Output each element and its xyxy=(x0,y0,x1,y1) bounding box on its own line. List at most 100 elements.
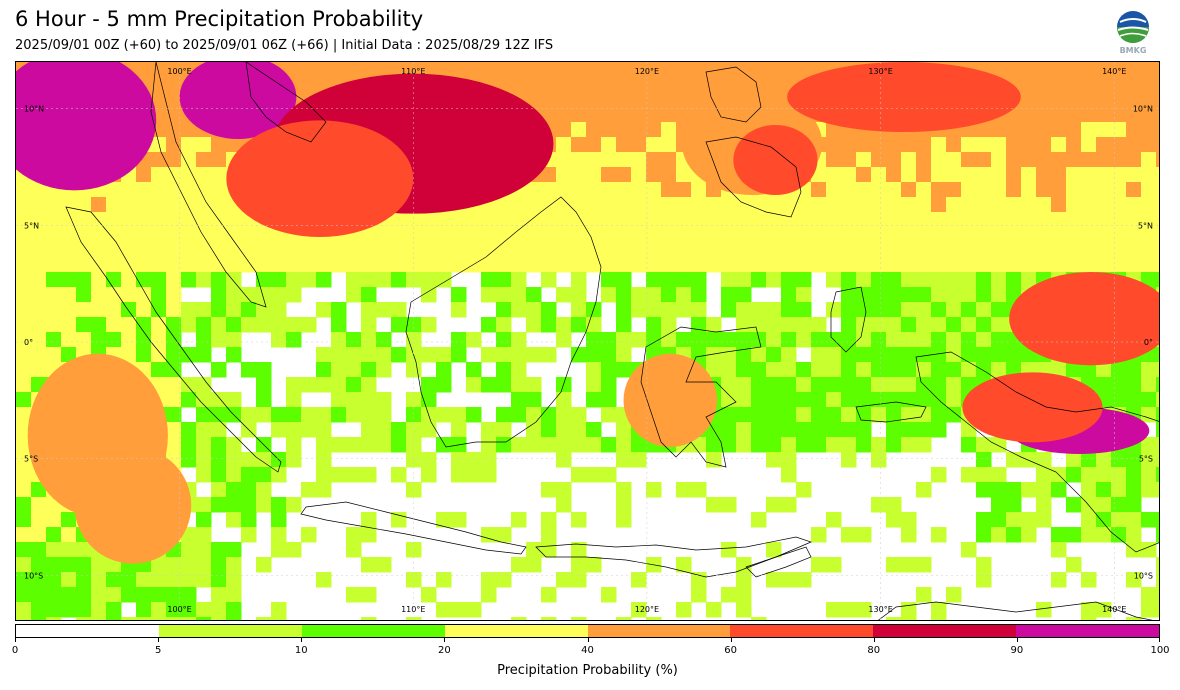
probability-cell xyxy=(631,167,647,183)
probability-cell xyxy=(361,587,377,603)
probability-cell xyxy=(316,62,332,78)
probability-cell xyxy=(391,62,407,78)
probability-cell xyxy=(361,557,377,573)
probability-region xyxy=(16,62,157,191)
probability-cell xyxy=(556,497,572,513)
probability-cell xyxy=(256,617,272,620)
probability-cell xyxy=(886,392,902,408)
probability-cell xyxy=(571,227,587,243)
probability-cell xyxy=(571,242,587,258)
probability-cell xyxy=(406,317,422,333)
probability-cell xyxy=(631,92,647,108)
probability-cell xyxy=(916,392,932,408)
probability-cell xyxy=(751,617,767,620)
probability-cell xyxy=(1051,107,1067,123)
probability-cell xyxy=(691,272,707,288)
colorbar-tick-label: 90 xyxy=(1010,645,1024,656)
probability-cell xyxy=(556,167,572,183)
probability-cell xyxy=(946,197,962,213)
probability-cell xyxy=(1081,197,1097,213)
colorbar-segment xyxy=(16,625,159,637)
probability-cell xyxy=(886,497,902,513)
probability-cell xyxy=(541,212,557,228)
probability-cell xyxy=(406,482,422,498)
probability-cell xyxy=(226,467,242,483)
probability-cell xyxy=(241,452,257,468)
probability-cell xyxy=(556,212,572,228)
precipitation-map: 100°E 100°E 110°E 110°E 120°E 120°E 130°E 130°E… xyxy=(15,61,1160,621)
probability-cell xyxy=(976,167,992,183)
probability-cell xyxy=(31,332,47,348)
probability-cell xyxy=(1126,182,1142,198)
probability-cell xyxy=(871,302,887,318)
probability-cell xyxy=(991,227,1007,243)
probability-cell xyxy=(646,152,662,168)
probability-cell xyxy=(826,137,842,153)
probability-cell xyxy=(46,617,62,620)
probability-cell xyxy=(151,557,167,573)
probability-cell xyxy=(646,92,662,108)
probability-cell xyxy=(481,572,497,588)
probability-cell xyxy=(1036,512,1052,528)
probability-cell xyxy=(826,257,842,273)
probability-cell xyxy=(181,152,197,168)
probability-cell xyxy=(571,107,587,123)
probability-cell xyxy=(136,572,152,588)
probability-cell xyxy=(706,227,722,243)
probability-cell xyxy=(241,512,257,528)
probability-cell xyxy=(781,227,797,243)
probability-cell xyxy=(46,272,62,288)
probability-cell xyxy=(586,422,602,438)
probability-cell xyxy=(676,242,692,258)
probability-cell xyxy=(691,257,707,273)
probability-cell xyxy=(466,242,482,258)
probability-cell xyxy=(826,377,842,393)
probability-cell xyxy=(1141,227,1157,243)
probability-cell xyxy=(346,287,362,303)
probability-cell xyxy=(991,497,1007,513)
probability-cell xyxy=(946,212,962,228)
probability-cell xyxy=(871,407,887,423)
probability-cell xyxy=(241,287,257,303)
probability-cell xyxy=(166,227,182,243)
probability-cell xyxy=(1051,62,1067,78)
probability-cell xyxy=(1111,362,1127,378)
probability-cell xyxy=(421,257,437,273)
probability-cell xyxy=(931,527,947,543)
probability-cell xyxy=(256,392,272,408)
probability-cell xyxy=(106,587,122,603)
probability-cell xyxy=(556,107,572,123)
probability-cell xyxy=(16,347,32,363)
probability-cell xyxy=(61,242,77,258)
probability-cell xyxy=(91,197,107,213)
probability-cell xyxy=(601,407,617,423)
probability-cell xyxy=(931,167,947,183)
probability-cell xyxy=(616,272,632,288)
probability-cell xyxy=(316,347,332,363)
probability-cell xyxy=(1036,452,1052,468)
probability-cell xyxy=(511,212,527,228)
probability-cell xyxy=(136,302,152,318)
probability-cell xyxy=(766,242,782,258)
probability-cell xyxy=(781,392,797,408)
probability-cell xyxy=(1126,362,1142,378)
probability-cell xyxy=(1141,212,1157,228)
probability-cell xyxy=(841,392,857,408)
colorbar-segment xyxy=(158,625,302,637)
probability-cell xyxy=(1126,617,1142,620)
probability-cell xyxy=(871,272,887,288)
probability-cell xyxy=(766,77,782,93)
probability-cell xyxy=(511,512,527,528)
probability-cell xyxy=(481,227,497,243)
probability-cell xyxy=(706,347,722,363)
probability-cell xyxy=(916,167,932,183)
probability-cell xyxy=(181,182,197,198)
probability-cell xyxy=(616,482,632,498)
probability-cell xyxy=(631,602,647,618)
probability-cell xyxy=(1021,212,1037,228)
probability-cell xyxy=(256,407,272,423)
probability-cell xyxy=(766,407,782,423)
probability-cell xyxy=(1006,167,1022,183)
probability-cell xyxy=(361,332,377,348)
probability-cell xyxy=(1051,227,1067,243)
